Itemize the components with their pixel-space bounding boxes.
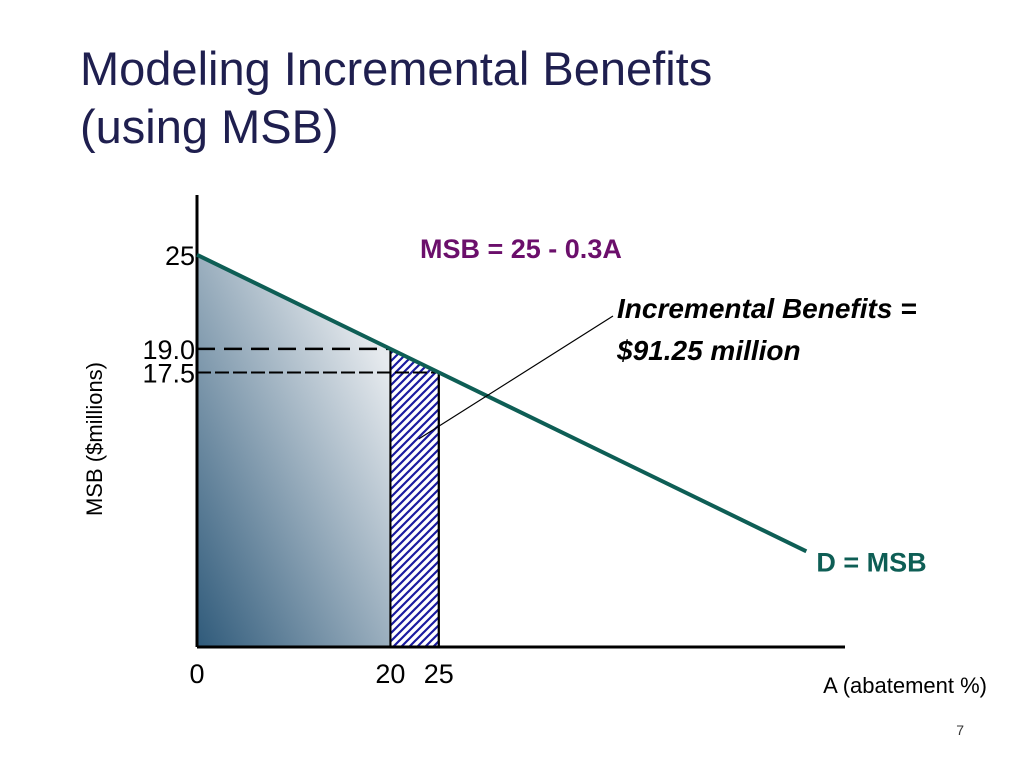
x-tick-label-0: 0 bbox=[189, 659, 204, 689]
incremental-benefits-label: Incremental Benefits = bbox=[617, 293, 917, 324]
page-number: 7 bbox=[956, 722, 964, 738]
slide-title-line2: (using MSB) bbox=[80, 100, 339, 153]
msb-demand-line bbox=[196, 252, 808, 554]
y-tick-label-25: 25 bbox=[165, 241, 195, 271]
msb-equation: MSB = 25 - 0.3A bbox=[420, 234, 622, 264]
annotation-pointer-line bbox=[418, 315, 614, 440]
incremental-benefits-area bbox=[389, 347, 440, 648]
slide-title-line1: Modeling Incremental Benefits bbox=[80, 42, 713, 95]
incremental-benefits-value: $91.25 million bbox=[616, 335, 801, 366]
x-axis-label: A (abatement %) bbox=[823, 673, 987, 698]
y-axis-label: MSB ($millions) bbox=[82, 362, 107, 516]
slide-title: Modeling Incremental Benefits (using MSB… bbox=[80, 40, 712, 156]
y-tick-label-19: 19.0 bbox=[142, 335, 195, 365]
x-tick-label-20: 20 bbox=[375, 659, 405, 689]
y-tick-label-17-5: 17.5 bbox=[142, 358, 195, 388]
curve-label-d-msb: D = MSB bbox=[816, 547, 926, 577]
total-benefits-area bbox=[197, 254, 391, 647]
x-tick-label-25: 25 bbox=[424, 659, 454, 689]
